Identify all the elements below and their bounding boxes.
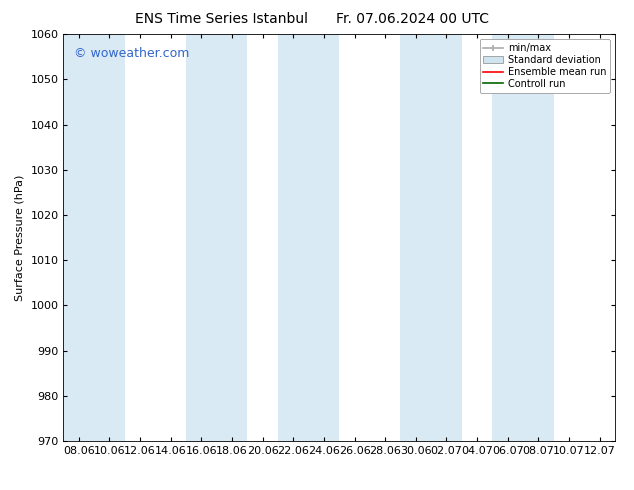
Text: © woweather.com: © woweather.com [74, 47, 190, 59]
Legend: min/max, Standard deviation, Ensemble mean run, Controll run: min/max, Standard deviation, Ensemble me… [479, 39, 610, 93]
Text: ENS Time Series Istanbul: ENS Time Series Istanbul [136, 12, 308, 26]
Bar [401, 34, 462, 441]
Bar [63, 34, 125, 441]
Bar [493, 34, 553, 441]
Bar [186, 34, 247, 441]
Y-axis label: Surface Pressure (hPa): Surface Pressure (hPa) [15, 174, 25, 301]
Bar [278, 34, 339, 441]
Text: Fr. 07.06.2024 00 UTC: Fr. 07.06.2024 00 UTC [335, 12, 489, 26]
